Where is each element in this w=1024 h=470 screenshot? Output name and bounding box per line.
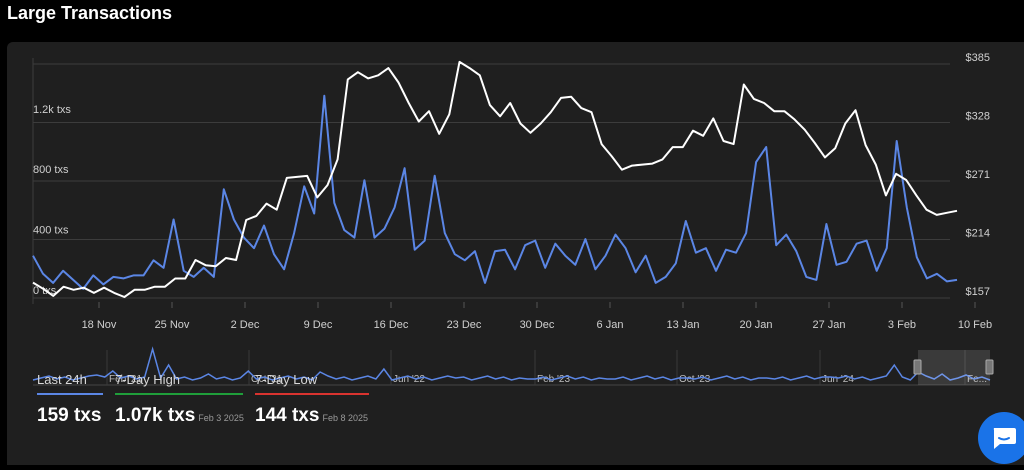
stat-value: 1.07k txs Feb 3 2025 [115,405,244,426]
navigator-handle[interactable] [985,359,994,375]
chat-bubble-icon [993,428,1016,449]
x-tick-label: 13 Jan [666,319,699,331]
right-tick-label: $157 [966,286,990,298]
stat-label: 7-Day High [115,372,181,387]
x-axis: 18 Nov 25 Nov 2 Dec 9 Dec 16 Dec 23 Dec 30 Dec… [82,302,992,331]
x-tick-label: 18 Nov [82,319,117,331]
series [32,60,958,298]
stat-label: Last 24h [37,372,87,387]
navigator-selection [918,350,990,385]
grid [32,58,950,304]
navigator-handle[interactable] [913,359,922,375]
right-tick-label: $385 [966,52,990,64]
x-tick-label: 3 Feb [888,319,916,331]
stat-label: 7-Day Low [255,372,318,387]
x-tick-label: 10 Feb [958,319,992,331]
navigator-label: Jun '24 [822,374,854,385]
x-tick-label: 20 Jan [739,319,772,331]
navigator[interactable]: Feb '21 Oct '21 Jun '22 Feb '23 Oct '23 Jun '… [32,346,994,386]
left-tick-label: 400 txs [33,225,69,237]
right-tick-label: $214 [966,228,990,240]
series-line-transactions [32,94,958,290]
navigator-label: Fe... [967,374,987,385]
navigator-track [33,350,990,385]
x-tick-label: 25 Nov [155,319,190,331]
stat-underline [37,393,103,395]
left-tick-label: 800 txs [33,164,69,176]
stat-date: Feb 3 2025 [198,413,244,423]
stat-value: 144 txs Feb 8 2025 [255,405,368,426]
stat-7day-high: 7-Day High 1.07k txs Feb 3 2025 [115,372,244,427]
stat-underline [255,393,369,395]
x-tick-label: 27 Jan [812,319,845,331]
chat-button[interactable] [978,412,1024,464]
navigator-series-line [32,346,991,381]
series-line-price [32,60,958,298]
right-tick-label: $271 [966,169,990,181]
stat-value: 159 txs [37,405,102,426]
navigator-label: Oct '21 [251,374,283,385]
navigator-label: Feb '21 [109,374,142,385]
stat-underline [115,393,243,395]
stat-7day-low: 7-Day Low 144 txs Feb 8 2025 [255,372,369,427]
x-tick-label: 16 Dec [374,319,409,331]
x-tick-label: 30 Dec [520,319,555,331]
x-tick-label: 2 Dec [231,319,260,331]
stat-last-24h: Last 24h 159 txs [37,372,103,427]
stat-date: Feb 8 2025 [322,413,368,423]
x-tick-label: 9 Dec [304,319,333,331]
x-tick-label: 6 Jan [597,319,624,331]
right-tick-label: $328 [966,111,990,123]
right-axis: $157 $214 $271 $328 $385 [966,52,990,298]
page-title: Large Transactions [7,3,173,23]
navigator-label: Jun '22 [393,374,425,385]
x-tick-label: 23 Dec [447,319,482,331]
left-tick-label: 1.2k txs [33,104,71,116]
